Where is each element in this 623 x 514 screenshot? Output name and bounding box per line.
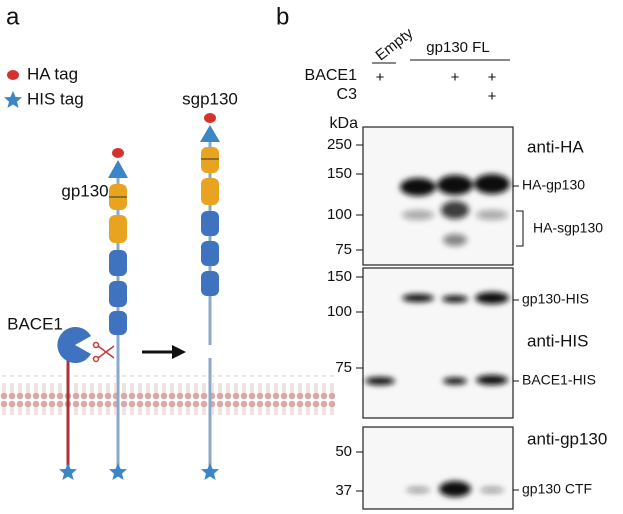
ladder-label: 150 — [327, 268, 352, 285]
ladder-label: 50 — [335, 443, 352, 460]
panel-label: a — [6, 3, 20, 30]
ladder-label: 100 — [327, 303, 352, 320]
ha-icon — [7, 70, 19, 80]
ladder-label: 75 — [335, 241, 352, 258]
ladder-label: 37 — [335, 482, 352, 499]
group-label: gp130 FL — [426, 39, 489, 56]
band-label: BACE1-HIS — [522, 372, 596, 388]
ladder-label: 150 — [327, 165, 352, 182]
band-label: HA-gp130 — [522, 177, 585, 193]
condition-mark: + — [488, 88, 497, 105]
his-icon — [4, 91, 22, 108]
antibody-label: anti-HA — [527, 137, 584, 156]
band-label: gp130 CTF — [522, 481, 592, 497]
construct-label: sgp130 — [182, 89, 238, 108]
construct-label: gp130 — [61, 181, 108, 200]
condition-mark: + — [488, 69, 497, 86]
bace1-enzyme — [57, 327, 91, 480]
antibody-label: anti-HIS — [527, 331, 588, 350]
condition-mark: + — [451, 69, 460, 86]
blot-frames — [362, 126, 514, 510]
band-label: HA-sgp130 — [533, 220, 603, 236]
condition-label: C3 — [337, 86, 358, 103]
band-label: gp130-HIS — [522, 291, 589, 307]
ladder-label: 250 — [327, 136, 352, 153]
condition-mark: + — [376, 69, 385, 86]
sgp130-construct — [200, 113, 220, 480]
ladder-label: 75 — [335, 359, 352, 376]
antibody-label: anti-gp130 — [527, 429, 607, 448]
legend-text: HIS tag — [27, 89, 84, 108]
arrow — [142, 345, 186, 359]
condition-label: BACE1 — [305, 67, 358, 84]
membrane — [0, 375, 335, 415]
panel-label: b — [276, 3, 289, 30]
gp130-construct — [108, 148, 128, 480]
bracket — [516, 210, 524, 247]
enzyme-label: BACE1 — [7, 314, 63, 333]
bands — [365, 174, 510, 497]
ladder-label: 100 — [327, 206, 352, 223]
legend-text: HA tag — [27, 64, 78, 83]
group-label: Empty — [372, 24, 416, 64]
kda-label: kDa — [330, 115, 359, 132]
scissors — [92, 341, 115, 363]
